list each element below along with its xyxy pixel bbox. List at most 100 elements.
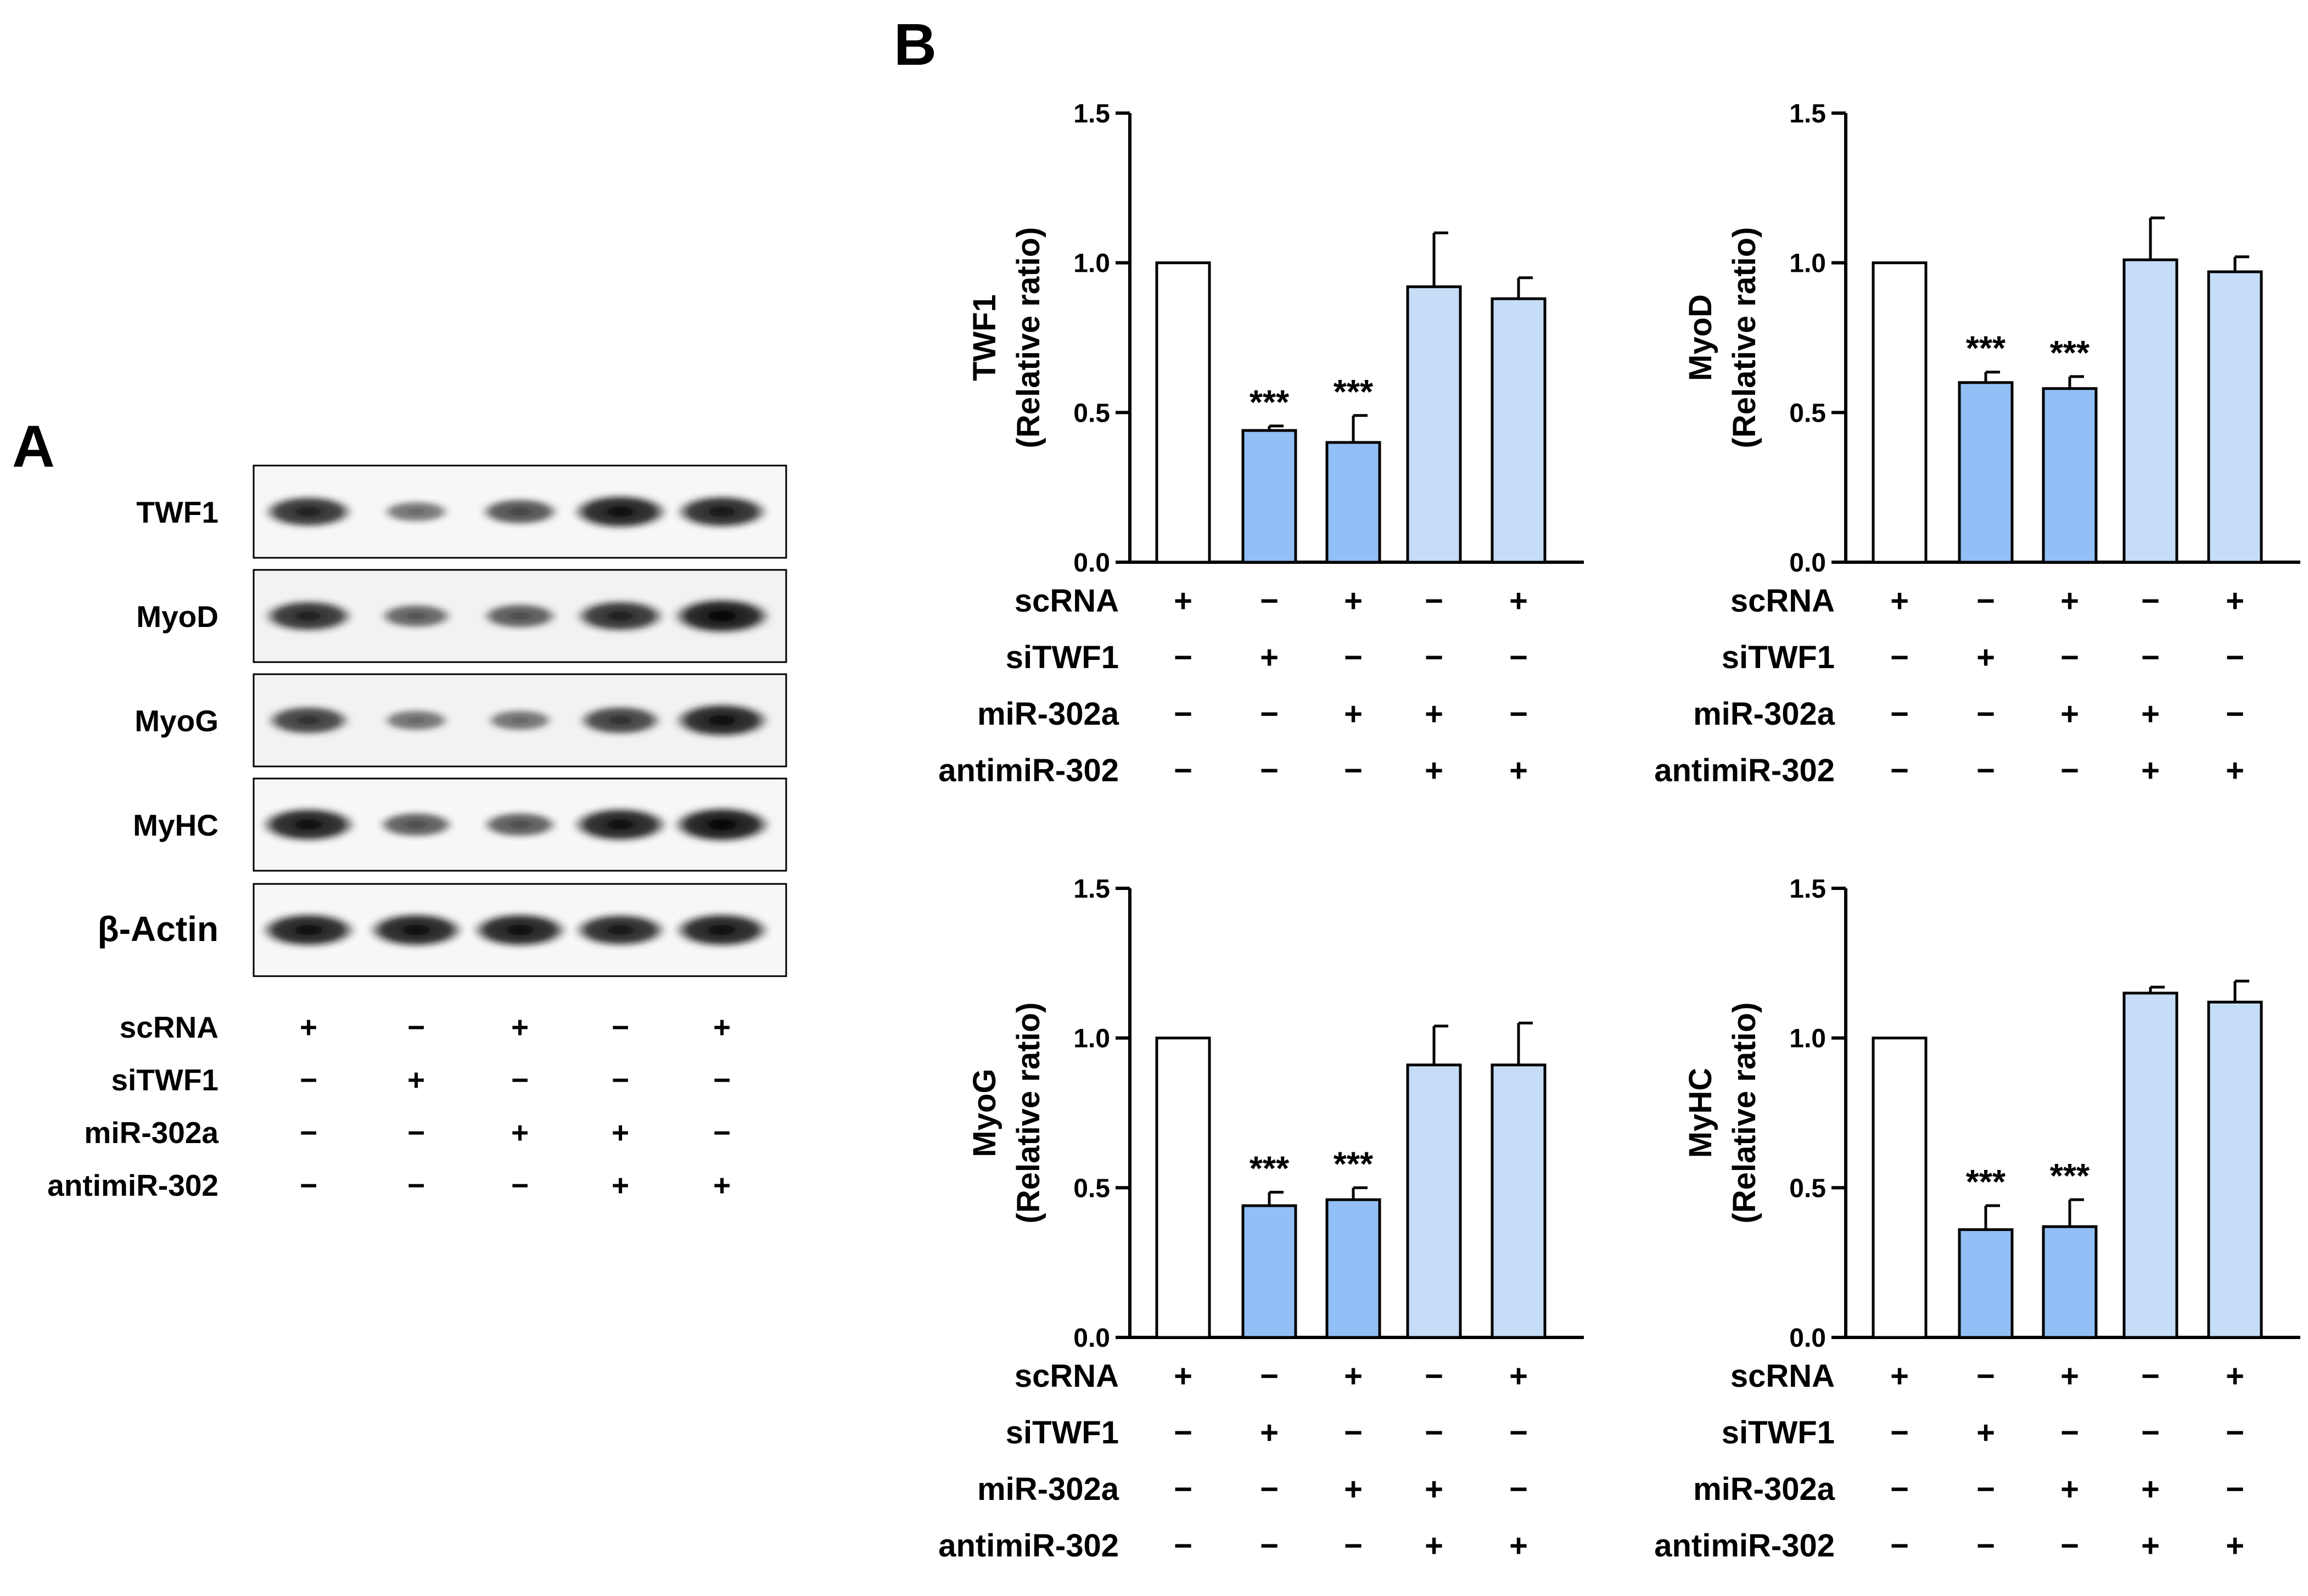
blot-band [480, 602, 559, 630]
condition-label: miR-302a [977, 696, 1119, 732]
y-tick-label: 1.0 [1789, 249, 1826, 278]
y-tick-label: 1.0 [1789, 1024, 1826, 1054]
condition-sign: − [1425, 640, 1443, 675]
blot-band [673, 912, 771, 948]
bar [1241, 429, 1297, 564]
condition-sign: − [300, 1168, 317, 1202]
condition-sign: − [511, 1168, 529, 1202]
y-axis-sublabel: (Relative ratio) [1011, 227, 1046, 449]
blot-band [479, 497, 561, 526]
condition-sign: − [1890, 1471, 1909, 1507]
blot-band [574, 599, 667, 633]
blot-band [262, 495, 355, 529]
bar [1958, 1228, 2014, 1339]
y-axis-sublabel: (Relative ratio) [1727, 227, 1762, 449]
bar [1241, 1204, 1297, 1339]
condition-sign: + [2141, 1528, 2160, 1564]
bar [1155, 261, 1211, 564]
condition-label: siTWF1 [111, 1063, 219, 1097]
condition-label: miR-302a [1693, 696, 1835, 732]
condition-sign: − [1425, 1415, 1443, 1451]
y-axis-label: MyoG [967, 1068, 1002, 1157]
condition-sign: − [1344, 640, 1363, 675]
condition-sign: + [407, 1063, 425, 1097]
condition-label: siTWF1 [1722, 1415, 1835, 1451]
condition-label: miR-302a [1693, 1471, 1835, 1507]
condition-label: scRNA [1015, 1358, 1119, 1394]
condition-label: siTWF1 [1722, 640, 1835, 675]
bar-chart: 0.0 0.5 1.0 1.5 MyHC (Relative ratio) *** *** sc… [1654, 875, 2300, 1564]
western-blot-conditions: scRNA + − + − + siTWF1 − + − − − miR-302a − − + + − antimi… [47, 1010, 731, 1202]
condition-sign: − [1976, 696, 1995, 732]
significance-marker: *** [1966, 330, 2006, 368]
condition-sign: − [1890, 640, 1909, 675]
condition-sign: + [2226, 1358, 2244, 1394]
condition-sign: − [2226, 696, 2244, 732]
condition-sign: + [511, 1010, 529, 1044]
y-tick-label: 1.0 [1073, 1024, 1110, 1054]
condition-sign: − [1976, 583, 1995, 619]
y-axis-label: MyHC [1683, 1068, 1718, 1158]
y-axis-sublabel: (Relative ratio) [1727, 1003, 1762, 1224]
bar-chart: 0.0 0.5 1.0 1.5 TWF1 (Relative ratio) *** *** sc… [938, 99, 1584, 788]
blot-band [480, 811, 559, 838]
bar-chart: 0.0 0.5 1.0 1.5 MyoD (Relative ratio) *** *** sc… [1654, 99, 2300, 788]
condition-sign: + [1174, 1358, 1192, 1394]
significance-marker: *** [1250, 1150, 1290, 1188]
condition-sign: − [1509, 1471, 1528, 1507]
bar [1406, 285, 1462, 564]
condition-sign: + [1344, 696, 1363, 732]
condition-label: siTWF1 [1006, 640, 1119, 675]
western-blot-panel: TWF1 MyoD MyoG MyHC β-Actin [98, 464, 787, 977]
significance-marker: *** [2050, 334, 2090, 372]
condition-label: scRNA [1730, 583, 1835, 619]
condition-sign: + [2141, 1471, 2160, 1507]
condition-sign: + [713, 1010, 731, 1044]
condition-sign: + [1509, 753, 1528, 788]
blot-band [673, 702, 771, 738]
blot-band [571, 494, 670, 530]
bar [2207, 270, 2263, 564]
condition-sign: + [1890, 583, 1909, 619]
condition-sign: − [1509, 696, 1528, 732]
bar [1406, 1063, 1462, 1339]
condition-sign: − [300, 1116, 317, 1150]
blot-band [674, 494, 770, 529]
condition-sign: + [612, 1116, 629, 1150]
blot-band [378, 603, 454, 629]
condition-label: antimiR-302 [1654, 753, 1835, 788]
panel-label-a: A [12, 413, 55, 479]
blot-row-label: β-Actin [98, 909, 219, 949]
condition-sign: + [1344, 1471, 1363, 1507]
condition-sign: − [612, 1010, 629, 1044]
condition-sign: − [2141, 583, 2160, 619]
condition-label: antimiR-302 [1654, 1528, 1835, 1564]
condition-sign: − [1890, 1528, 1909, 1564]
condition-sign: − [1509, 1415, 1528, 1451]
bar [1872, 1037, 1928, 1339]
condition-sign: − [1174, 1415, 1192, 1451]
y-axis-sublabel: (Relative ratio) [1011, 1003, 1046, 1224]
y-tick-label: 1.5 [1789, 99, 1826, 128]
condition-sign: − [2060, 753, 2079, 788]
condition-sign: + [612, 1168, 629, 1202]
condition-sign: + [1260, 640, 1279, 675]
condition-sign: + [1260, 1415, 1279, 1451]
condition-sign: + [2226, 583, 2244, 619]
y-tick-label: 1.5 [1073, 875, 1110, 904]
blot-band [381, 500, 451, 523]
condition-sign: − [2141, 1415, 2160, 1451]
blot-band [259, 912, 358, 948]
condition-sign: − [407, 1116, 425, 1150]
condition-sign: − [1425, 583, 1443, 619]
blot-band [485, 709, 555, 732]
condition-sign: − [2141, 640, 2160, 675]
condition-sign: − [713, 1063, 731, 1097]
condition-sign: + [2060, 1358, 2079, 1394]
condition-sign: + [1890, 1358, 1909, 1394]
bar [1325, 1198, 1381, 1339]
condition-sign: − [1174, 640, 1192, 675]
bar [1958, 381, 2014, 564]
y-tick-label: 1.5 [1073, 99, 1110, 128]
